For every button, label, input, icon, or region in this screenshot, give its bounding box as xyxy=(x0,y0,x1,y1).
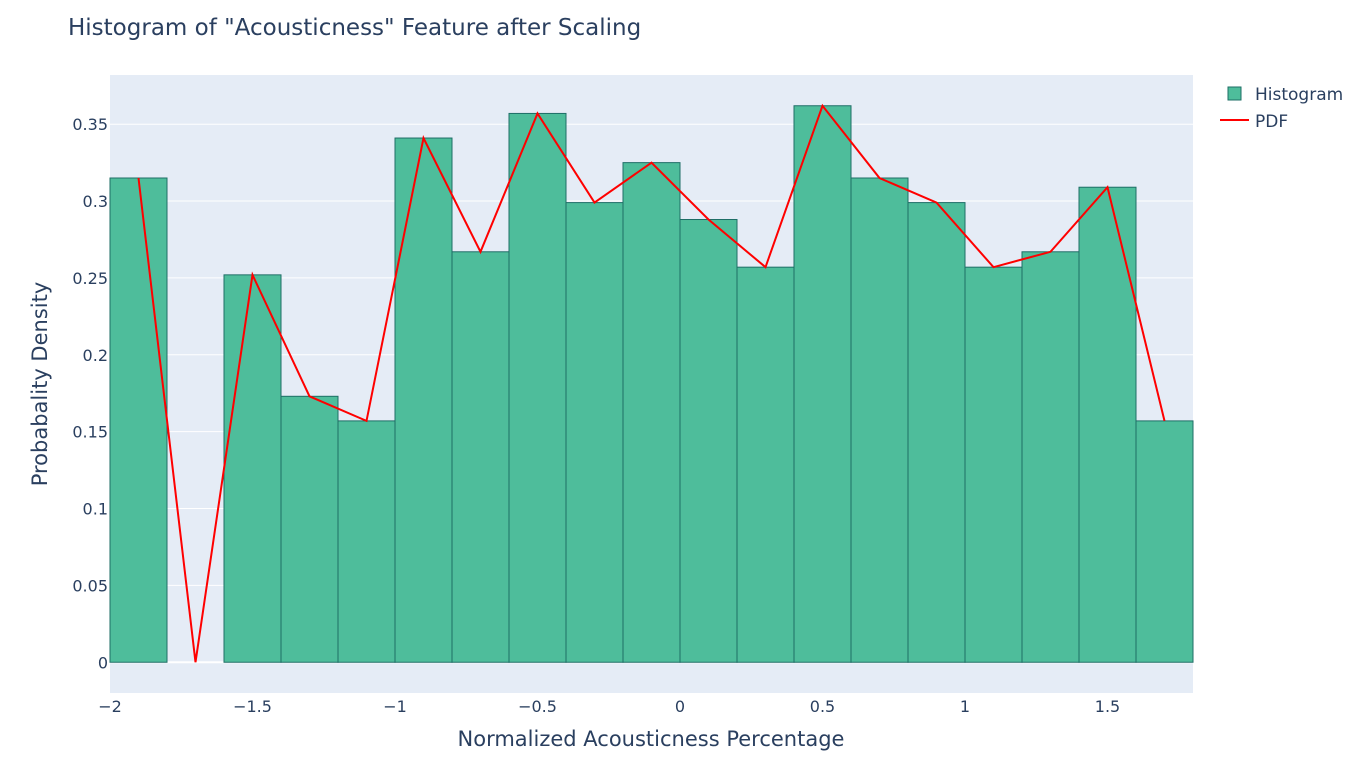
y-tick-label: 0.35 xyxy=(72,115,108,134)
legend[interactable]: Histogram PDF xyxy=(1220,85,1343,132)
histogram-bar[interactable] xyxy=(907,202,966,663)
x-axis-ticks: −2 −1.5 −1 −0.5 0 0.5 1 1.5 xyxy=(98,697,1120,716)
y-tick-label: 0.05 xyxy=(72,576,108,595)
x-tick-label: −1 xyxy=(383,697,407,716)
y-tick-label: 0.25 xyxy=(72,269,108,288)
histogram-bar[interactable] xyxy=(223,274,282,663)
histogram-bar[interactable] xyxy=(679,219,738,663)
histogram-bar[interactable] xyxy=(394,137,453,663)
x-tick-label: −0.5 xyxy=(518,697,557,716)
x-tick-label: −1.5 xyxy=(233,697,272,716)
x-tick-label: 0 xyxy=(675,697,685,716)
histogram-bar[interactable] xyxy=(964,266,1023,663)
pdf-line[interactable] xyxy=(137,103,1166,663)
histogram-bar[interactable] xyxy=(337,420,396,663)
histogram-bars xyxy=(109,105,1194,663)
legend-histogram-swatch xyxy=(1227,86,1242,101)
histogram-bar[interactable] xyxy=(565,202,624,663)
histogram-bar[interactable] xyxy=(508,112,567,663)
y-tick-label: 0 xyxy=(98,653,108,672)
y-tick-label: 0.1 xyxy=(83,500,108,519)
chart-title: Histogram of "Acousticness" Feature afte… xyxy=(68,15,642,41)
legend-histogram-label: Histogram xyxy=(1255,85,1343,105)
histogram-bar[interactable] xyxy=(1021,251,1080,663)
histogram-bar[interactable] xyxy=(109,177,168,663)
y-tick-label: 0.2 xyxy=(83,346,108,365)
histogram-bar[interactable] xyxy=(280,395,339,663)
x-tick-label: 1 xyxy=(960,697,970,716)
x-tick-label: −2 xyxy=(98,697,122,716)
y-axis-title: Probabality Density xyxy=(28,282,52,487)
x-axis-title: Normalized Acousticness Percentage xyxy=(458,727,845,751)
histogram-bar[interactable] xyxy=(1078,186,1137,663)
histogram-bar[interactable] xyxy=(622,162,681,663)
histogram-bar[interactable] xyxy=(793,105,852,663)
histogram-bar[interactable] xyxy=(1135,420,1194,663)
histogram-bar[interactable] xyxy=(850,177,909,663)
x-tick-label: 0.5 xyxy=(810,697,835,716)
y-tick-label: 0.15 xyxy=(72,423,108,442)
histogram-bar[interactable] xyxy=(736,266,795,663)
y-tick-label: 0.3 xyxy=(83,192,108,211)
legend-pdf-label: PDF xyxy=(1255,112,1288,132)
pdf-line-layer xyxy=(137,103,1166,663)
y-axis-ticks: 0 0.05 0.1 0.15 0.2 0.25 0.3 0.35 xyxy=(72,115,108,672)
histogram-bar[interactable] xyxy=(451,251,510,663)
x-tick-label: 1.5 xyxy=(1095,697,1120,716)
